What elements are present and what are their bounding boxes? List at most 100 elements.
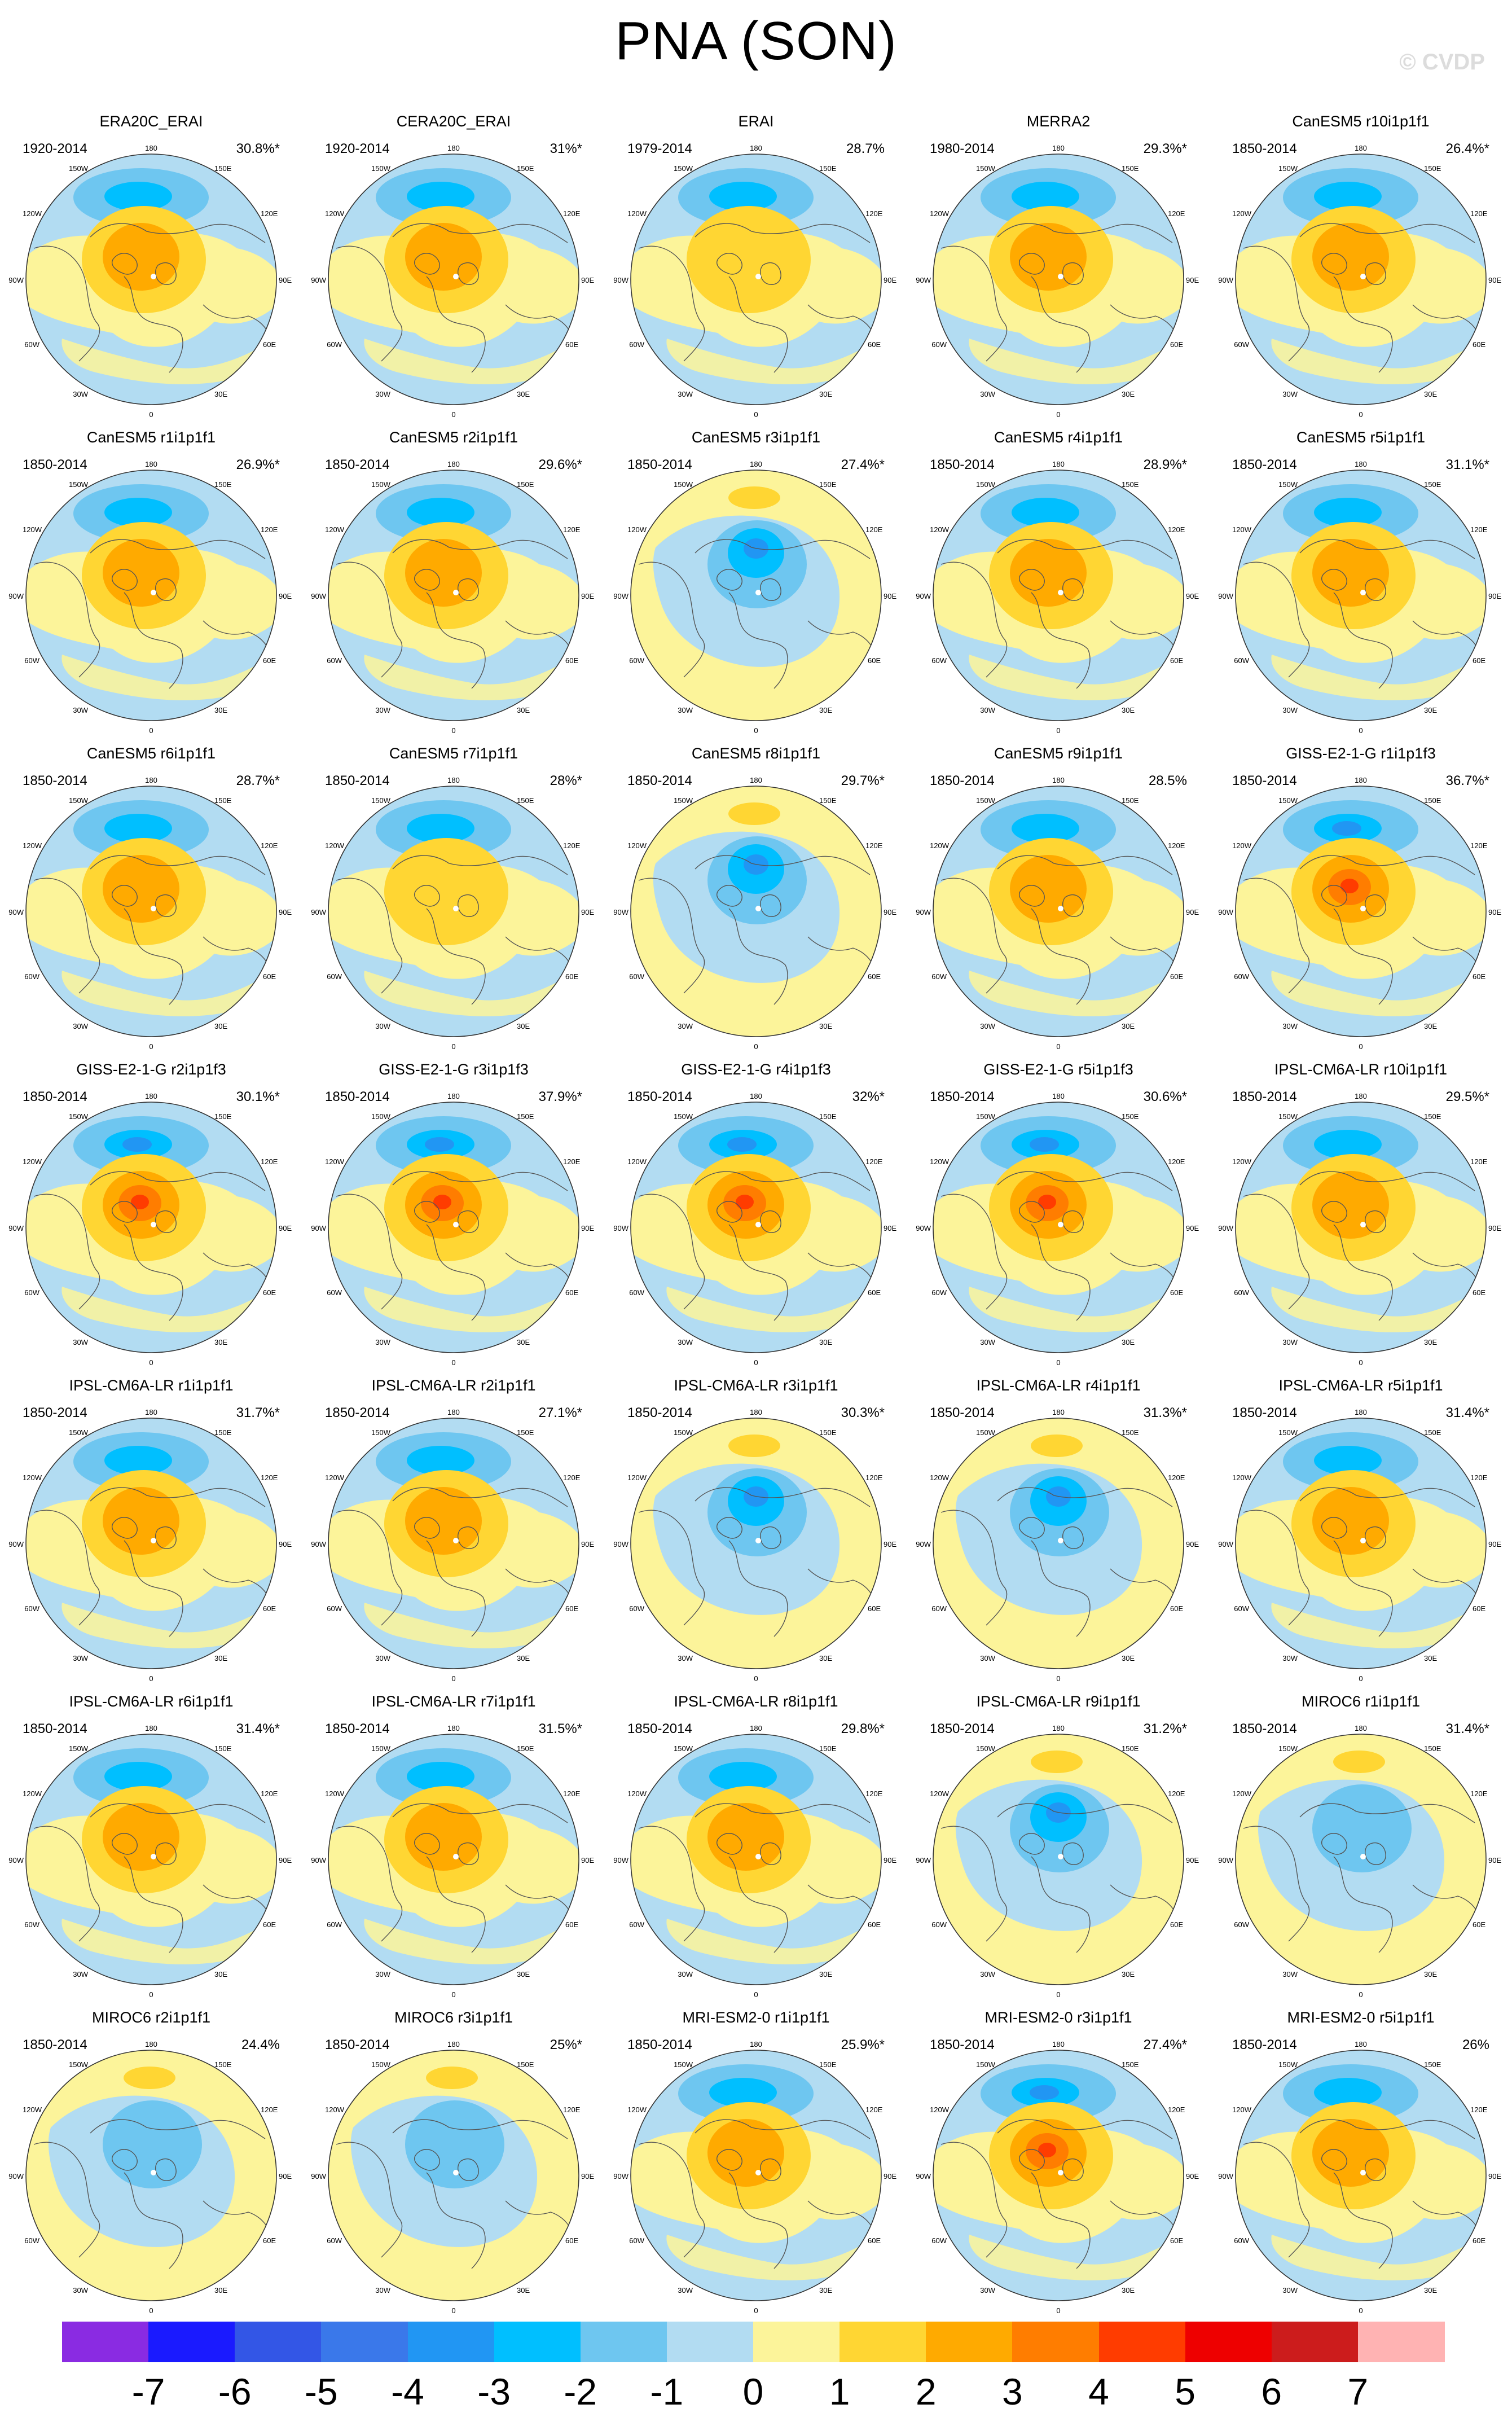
map-panel: CanESM5 r4i1p1f1 1850-2014 28.9%* 180 150W 15… [907, 429, 1210, 745]
longitude-label: 150W [674, 1428, 693, 1437]
longitude-label: 30E [214, 390, 227, 398]
longitude-label: 90E [1488, 2172, 1501, 2181]
longitude-label: 60W [931, 1604, 947, 1613]
anomaly-negative [1312, 1784, 1412, 1872]
longitude-label: 90W [1218, 1856, 1233, 1865]
anomaly-negative [104, 1446, 172, 1475]
polar-map: 180 150W 150E 120W 120E 90W 90E 60W 60E 30W 30E 0 [311, 776, 594, 1051]
longitude-label: 120E [865, 1157, 883, 1166]
longitude-label: 180 [750, 1092, 762, 1100]
longitude-label: 30W [73, 1022, 88, 1030]
longitude-label: 180 [750, 776, 762, 784]
map-border [933, 1734, 1184, 1985]
longitude-label: 60W [629, 1920, 644, 1929]
longitude-label: 120E [563, 209, 581, 218]
longitude-label: 60E [1170, 656, 1183, 665]
longitude-label: 120E [1168, 525, 1185, 534]
longitude-label: 150W [371, 480, 391, 489]
anomaly-positive [103, 223, 179, 291]
longitude-label: 90W [613, 1856, 628, 1865]
pole-marker [151, 906, 156, 911]
colorbar-label: -4 [391, 2371, 424, 2412]
pole-marker [755, 906, 761, 911]
coastlines [33, 1171, 273, 1321]
longitude-label: 90E [1488, 592, 1501, 600]
pole-marker [755, 1854, 761, 1859]
longitude-label: 90W [8, 1224, 24, 1232]
anomaly-negative [1314, 498, 1382, 527]
map-border [1235, 470, 1487, 721]
pole-marker [1058, 2170, 1063, 2175]
longitude-label: 30E [214, 706, 227, 714]
longitude-label: 120W [1232, 841, 1252, 850]
polar-map: 180 150W 150E 120W 120E 90W 90E 60W 60E 30W 30E 0 [613, 460, 896, 735]
longitude-label: 150E [1424, 164, 1441, 173]
longitude-label: 120W [1232, 525, 1252, 534]
panel-years: 1920-2014 [23, 141, 87, 156]
longitude-label: 150W [1278, 2060, 1298, 2069]
longitude-label: 0 [754, 1042, 758, 1051]
polar-map: 180 150W 150E 120W 120E 90W 90E 60W 60E 30W 30E 0 [916, 460, 1199, 735]
map-panel: MRI-ESM2-0 r3i1p1f1 1850-2014 27.4%* 180 150… [907, 2009, 1210, 2325]
longitude-label: 180 [145, 144, 157, 152]
longitude-label: 60W [629, 2236, 644, 2245]
longitude-label: 180 [1052, 460, 1065, 468]
anomaly-positive [364, 655, 569, 700]
longitude-label: 120E [563, 1473, 581, 1482]
colorbar-label: -2 [564, 2371, 597, 2412]
longitude-label: 60W [931, 1288, 947, 1297]
panel-title: CERA20C_ERAI [396, 113, 511, 130]
map-panel: CanESM5 r5i1p1f1 1850-2014 31.1%* 180 150W 15… [1210, 429, 1512, 745]
longitude-label: 120E [261, 841, 278, 850]
longitude-label: 60E [868, 1288, 881, 1297]
anomaly-negative [407, 1446, 474, 1475]
map-border [933, 786, 1184, 1037]
longitude-label: 90E [1186, 1224, 1199, 1232]
longitude-label: 150W [1278, 480, 1298, 489]
longitude-label: 60W [1234, 1604, 1249, 1613]
anomaly-negative [407, 498, 474, 527]
longitude-label: 60W [629, 656, 644, 665]
longitude-label: 90W [311, 1856, 326, 1865]
longitude-label: 180 [750, 460, 762, 468]
anomaly-negative [104, 182, 172, 211]
longitude-label: 60E [1473, 1604, 1485, 1613]
longitude-label: 150W [976, 796, 996, 805]
panel-title: CanESM5 r8i1p1f1 [691, 745, 821, 762]
pole-marker [1360, 1538, 1366, 1543]
map-border [1235, 1418, 1487, 1669]
anomaly-positive [728, 486, 780, 509]
longitude-label: 150E [517, 1428, 534, 1437]
longitude-label: 120E [865, 2105, 883, 2114]
polar-map: 180 150W 150E 120W 120E 90W 90E 60W 60E 30W 30E 0 [916, 2040, 1199, 2315]
longitude-label: 30W [73, 706, 88, 714]
longitude-label: 30E [1424, 390, 1437, 398]
longitude-label: 30W [1282, 390, 1298, 398]
panel-variance-percent: 30.8%* [236, 141, 280, 156]
longitude-label: 30E [819, 1654, 832, 1662]
anomaly-positive [1271, 1603, 1476, 1648]
longitude-label: 30W [375, 706, 390, 714]
panel-variance-percent: 29.7%* [841, 773, 885, 788]
panel-years: 1850-2014 [23, 1721, 87, 1736]
longitude-label: 180 [1052, 2040, 1065, 2048]
anomaly-positive [1031, 1434, 1083, 1457]
longitude-label: 150W [1278, 1112, 1298, 1121]
longitude-label: 90W [613, 1540, 628, 1548]
coastlines [638, 1171, 878, 1321]
longitude-label: 180 [1355, 1092, 1367, 1100]
longitude-label: 30W [375, 390, 390, 398]
longitude-label: 60W [24, 656, 39, 665]
map-panel: CanESM5 r10i1p1f1 1850-2014 26.4%* 180 150W 1… [1210, 113, 1512, 429]
longitude-label: 150E [1122, 1428, 1139, 1437]
anomaly-positive [1271, 339, 1476, 384]
longitude-label: 0 [451, 410, 455, 419]
colorbar-swatch [1357, 2322, 1445, 2362]
anomaly-positive [707, 2119, 784, 2187]
map-border [1235, 2050, 1487, 2301]
anomaly-positive [1271, 1287, 1476, 1332]
longitude-label: 90W [916, 276, 931, 284]
panel-variance-percent: 30.6%* [1143, 1089, 1187, 1104]
map-border [1235, 153, 1487, 405]
longitude-label: 120W [23, 525, 42, 534]
